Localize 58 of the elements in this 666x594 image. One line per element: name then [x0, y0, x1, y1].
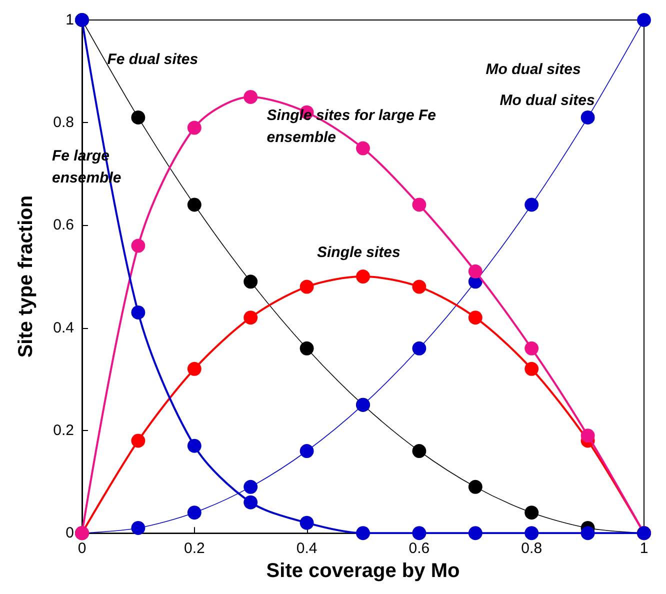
- y-tick-label: 0.2: [53, 422, 74, 439]
- series-label: Mo dual sites: [500, 92, 595, 109]
- point: [244, 480, 258, 494]
- point: [300, 280, 314, 294]
- annotation: Mo dual sites: [486, 60, 581, 78]
- point: [468, 310, 482, 325]
- point: [300, 444, 314, 458]
- x-tick-label: 0: [78, 540, 86, 558]
- x-axis-title: Site coverage by Mo: [266, 560, 460, 582]
- y-tick-label: 0.4: [53, 319, 74, 336]
- point: [187, 120, 202, 135]
- point: [412, 526, 426, 540]
- point: [244, 310, 258, 325]
- point: [468, 264, 482, 278]
- point: [187, 198, 202, 212]
- point: [131, 238, 146, 253]
- point: [244, 90, 258, 104]
- point: [300, 516, 314, 530]
- point: [524, 362, 539, 376]
- point: [300, 341, 314, 356]
- point: [412, 198, 426, 212]
- y-tick-label: 0.8: [53, 114, 74, 132]
- point: [524, 198, 539, 212]
- point: [412, 280, 426, 294]
- point: [412, 341, 426, 356]
- point: [244, 495, 258, 510]
- y-tick-label: 0.6: [53, 216, 74, 234]
- x-tick-label: 0.4: [296, 540, 318, 558]
- x-tick-label: 0.6: [408, 540, 430, 558]
- x-tick-label: 1: [640, 540, 648, 558]
- point: [468, 526, 482, 540]
- point: [580, 526, 595, 540]
- point: [524, 506, 539, 520]
- point: [468, 480, 482, 494]
- y-axis-title: Site type fraction: [15, 195, 37, 358]
- point: [187, 438, 202, 453]
- point: [524, 341, 539, 356]
- x-tick-label: 0.2: [184, 540, 205, 558]
- point: [524, 526, 539, 540]
- point: [187, 362, 202, 376]
- point: [244, 274, 258, 289]
- point: [356, 526, 370, 540]
- series-label: Single sites: [317, 244, 400, 262]
- point: [131, 520, 146, 535]
- point: [637, 13, 651, 27]
- series-label: Fe dual sites: [107, 50, 198, 68]
- point: [356, 141, 370, 156]
- point: [187, 506, 202, 520]
- y-tick-label: 0: [66, 524, 74, 542]
- point: [131, 305, 146, 320]
- point: [580, 110, 595, 124]
- point: [580, 428, 595, 443]
- y-tick-label: 1: [66, 12, 74, 28]
- point: [412, 444, 426, 458]
- x-tick-label: 0.8: [521, 540, 542, 558]
- point: [356, 270, 370, 284]
- point: [131, 110, 146, 124]
- point: [131, 434, 146, 448]
